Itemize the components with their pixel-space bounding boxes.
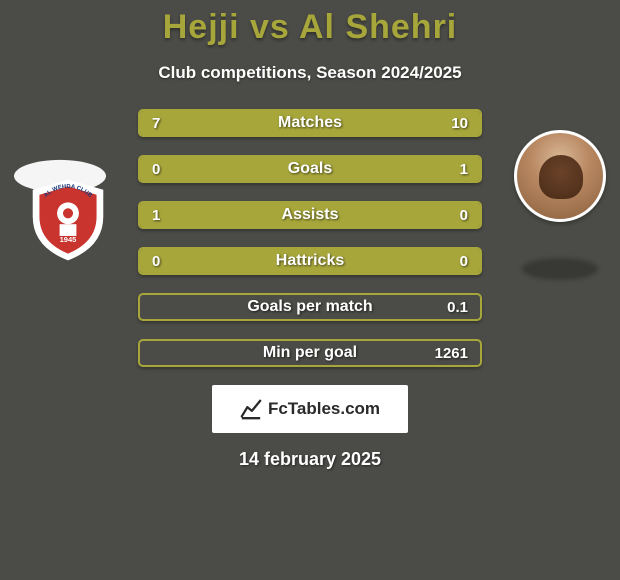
player-left-badge: 1945 AL WEHDA CLUB <box>26 178 110 262</box>
stat-fill-right <box>225 157 480 181</box>
stat-row: 1 0 Assists <box>138 201 482 229</box>
stat-row: 1261 Min per goal <box>138 339 482 367</box>
stat-value-right: 0 <box>460 207 468 224</box>
footer-logo: FcTables.com <box>212 385 408 433</box>
stat-value-left: 7 <box>152 115 160 132</box>
stat-label: Goals per match <box>247 298 372 316</box>
stat-fill-left <box>140 111 279 135</box>
stat-label: Matches <box>278 114 342 132</box>
footer-logo-text: FcTables.com <box>268 399 380 419</box>
stat-value-right: 0 <box>460 253 468 270</box>
page-title: Hejji vs Al Shehri <box>0 8 620 47</box>
stat-value-left: 1 <box>152 207 160 224</box>
stat-value-right: 1 <box>460 161 468 178</box>
chart-icon <box>240 398 262 420</box>
comparison-card: Hejji vs Al Shehri Club competitions, Se… <box>0 0 620 580</box>
date-label: 14 february 2025 <box>0 449 620 470</box>
avatar-face <box>539 155 583 199</box>
stat-fill-left <box>140 203 395 227</box>
svg-text:1945: 1945 <box>60 235 77 244</box>
stat-label: Assists <box>282 206 339 224</box>
stat-value-right: 10 <box>451 115 468 132</box>
stat-value-left: 0 <box>152 161 160 178</box>
stat-value-right: 0.1 <box>447 299 468 316</box>
stat-label: Goals <box>288 160 332 178</box>
stat-row: 7 10 Matches <box>138 109 482 137</box>
stat-value-right: 1261 <box>435 345 468 362</box>
stats-block: 710Matches01Goals10Assists00Hattricks0.1… <box>138 109 482 367</box>
stat-row: 0.1 Goals per match <box>138 293 482 321</box>
subtitle: Club competitions, Season 2024/2025 <box>0 63 620 83</box>
stat-label: Hattricks <box>276 252 344 270</box>
stat-row: 0 1 Goals <box>138 155 482 183</box>
player-right-avatar <box>514 130 606 222</box>
stat-label: Min per goal <box>263 344 357 362</box>
stat-value-left: 0 <box>152 253 160 270</box>
stat-row: 0 0 Hattricks <box>138 247 482 275</box>
avatar-right-shadow <box>522 258 598 280</box>
